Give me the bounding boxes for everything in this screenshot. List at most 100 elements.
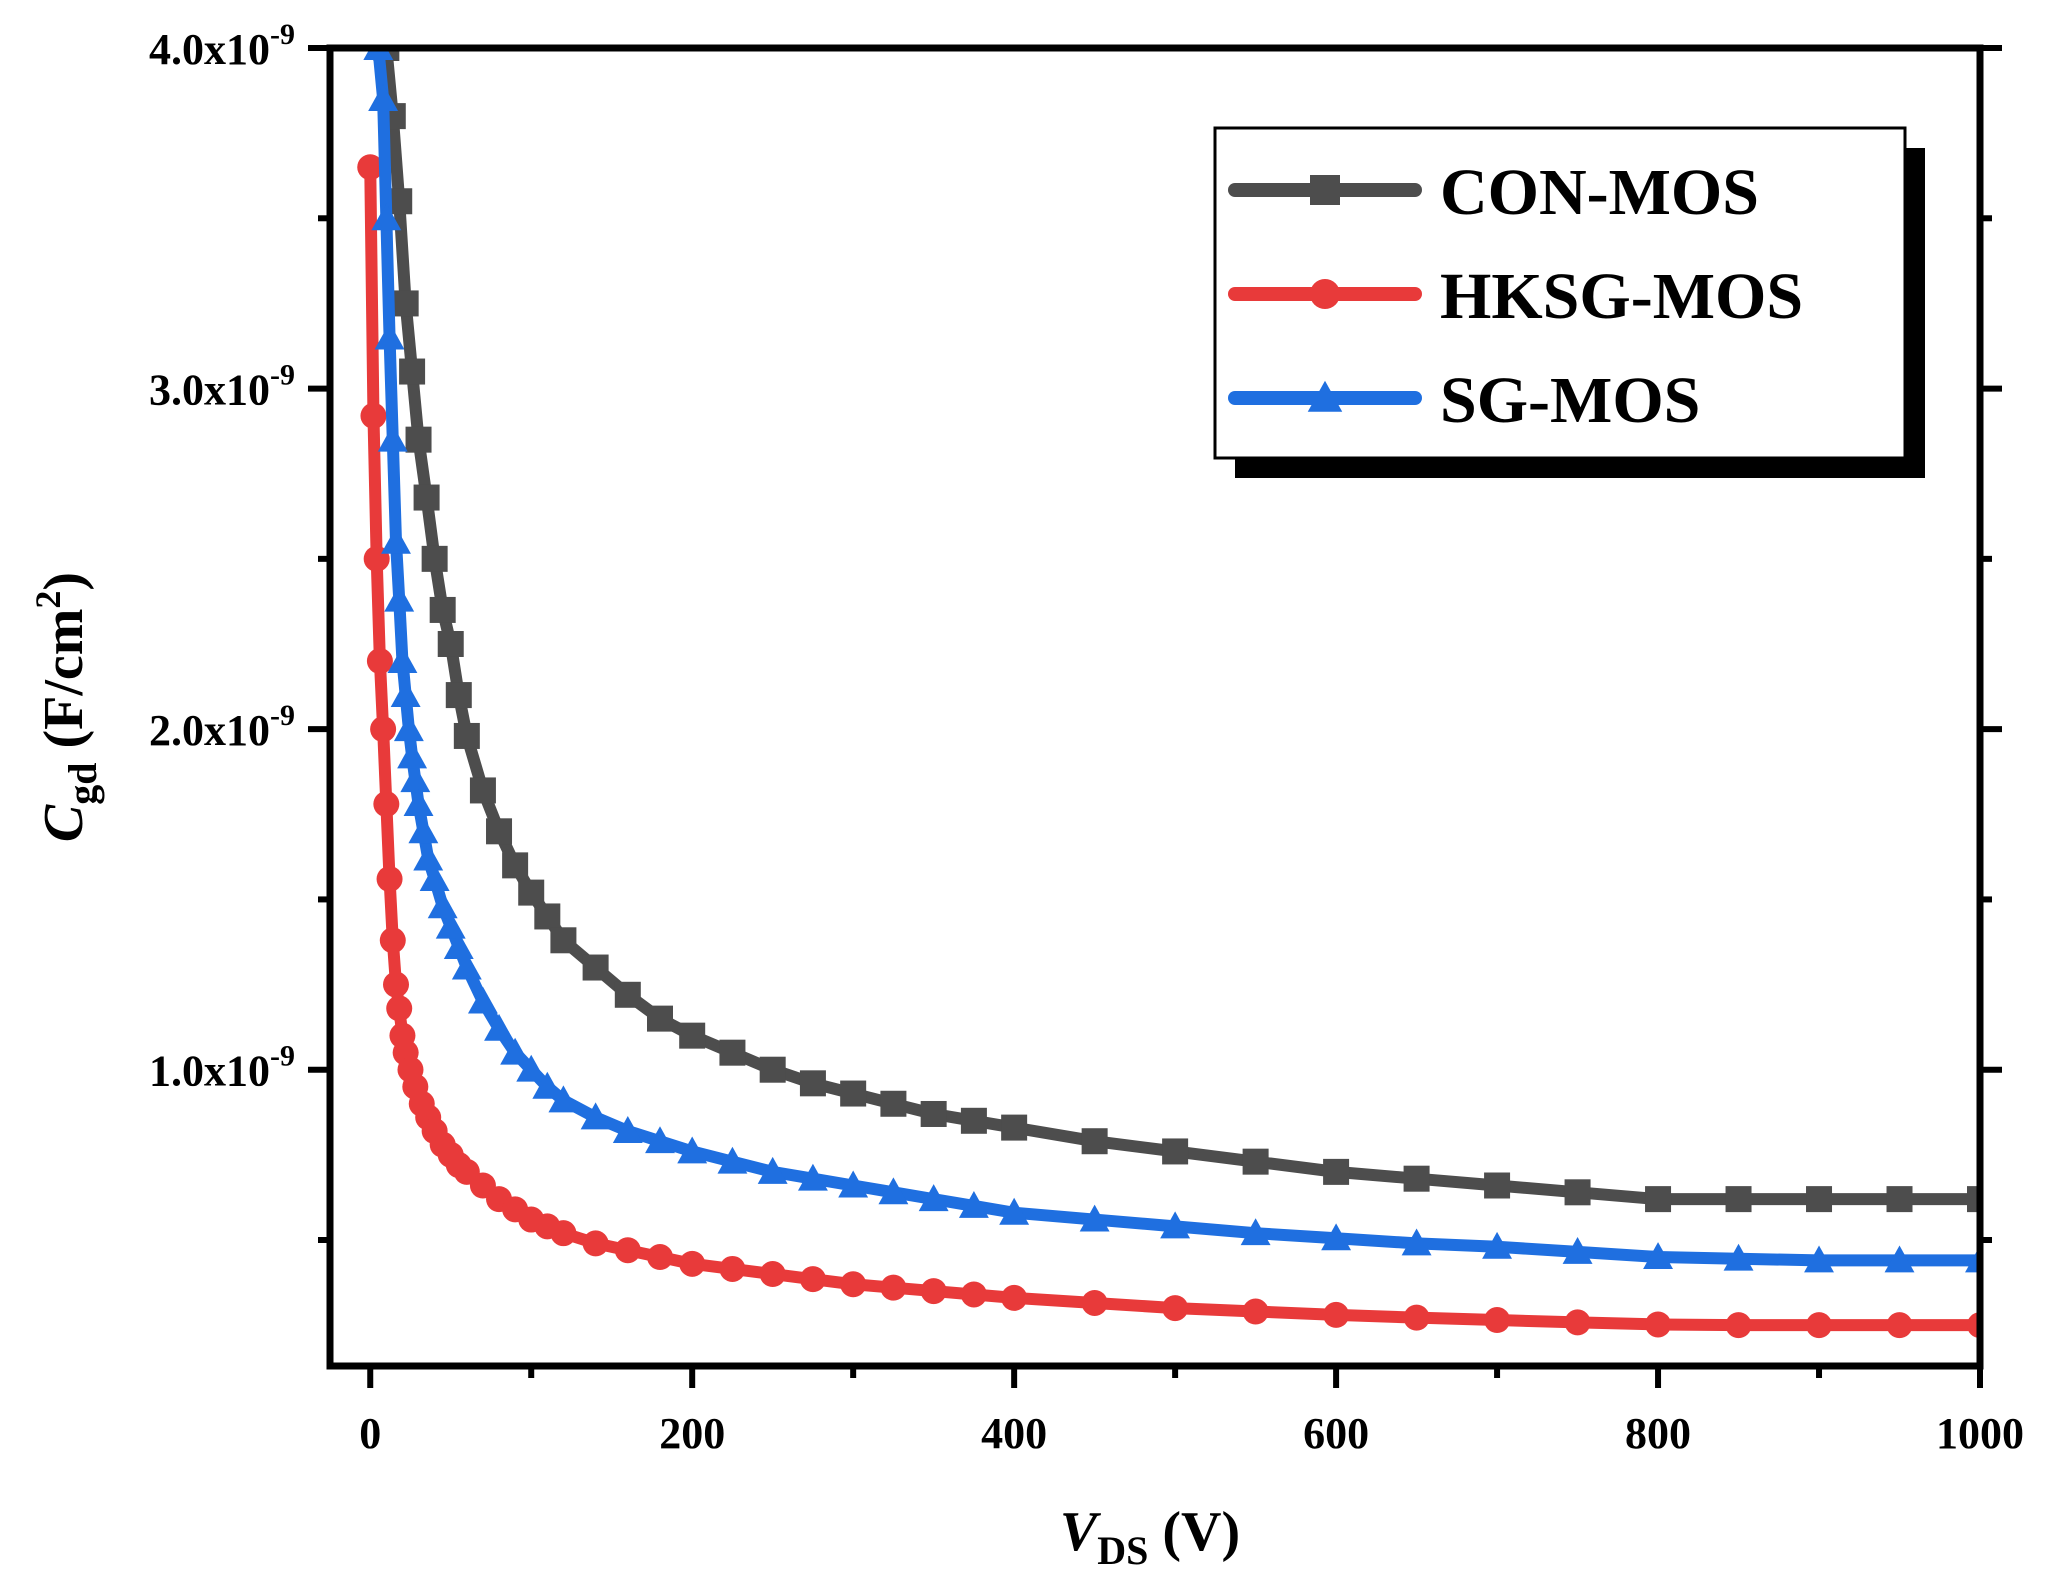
data-point	[677, 1136, 708, 1164]
x-tick-label: 400	[981, 1409, 1047, 1458]
data-point	[920, 1100, 947, 1127]
data-point	[880, 1274, 907, 1301]
data-point	[386, 995, 413, 1022]
data-point	[381, 526, 411, 554]
data-point	[502, 852, 529, 879]
data-point	[390, 680, 421, 708]
data-point	[612, 1116, 643, 1143]
legend-marker	[1307, 380, 1343, 412]
data-point	[405, 426, 432, 453]
data-point	[408, 816, 439, 844]
data-point	[518, 879, 545, 906]
data-point	[719, 1039, 746, 1066]
data-point	[580, 1102, 611, 1130]
data-point	[1564, 1179, 1591, 1206]
x-axis-title: VDS (V)	[1060, 1501, 1240, 1573]
data-point	[1482, 1231, 1513, 1259]
data-point	[1484, 1307, 1511, 1334]
data-point	[419, 864, 450, 891]
data-point	[1081, 1289, 1108, 1316]
data-point	[451, 952, 482, 980]
plot-frame	[326, 44, 1984, 1370]
data-point	[371, 203, 402, 231]
data-point	[393, 714, 424, 742]
legend-item-hksg-mos: HKSG-MOS	[1228, 260, 1803, 333]
data-point	[1081, 1128, 1108, 1155]
data-point	[443, 932, 474, 960]
legend-label: HKSG-MOS	[1440, 260, 1803, 333]
data-point	[373, 791, 400, 818]
data-point	[1001, 1114, 1028, 1141]
data-point	[1643, 1242, 1673, 1269]
data-point	[1564, 1309, 1591, 1336]
y-axis-title: Cgd (F/cm2)	[28, 572, 105, 842]
data-point	[1160, 1211, 1191, 1239]
data-point	[719, 1255, 746, 1282]
data-point	[647, 1244, 673, 1271]
data-point	[397, 741, 428, 769]
data-point	[360, 402, 387, 429]
legend-marker	[1310, 175, 1340, 205]
data-point	[379, 927, 406, 954]
x-tick-label: 200	[659, 1409, 725, 1458]
data-point	[918, 1184, 949, 1212]
data-point	[645, 1126, 675, 1154]
data-point	[357, 154, 384, 181]
data-point	[1725, 1312, 1752, 1339]
data-point	[445, 682, 472, 709]
data-point	[799, 1266, 826, 1293]
data-point	[1806, 1186, 1833, 1213]
data-point	[400, 765, 431, 793]
data-point	[759, 1056, 786, 1083]
legend: CON-MOS HKSG-MOS SG-MOS	[1213, 126, 1925, 478]
data-point	[392, 290, 419, 317]
data-point	[387, 646, 418, 673]
data-point	[840, 1271, 867, 1298]
data-point	[403, 789, 434, 817]
data-point	[717, 1146, 748, 1174]
legend-label: CON-MOS	[1440, 156, 1759, 229]
data-point	[1403, 1165, 1430, 1192]
data-point	[548, 1085, 579, 1113]
data-point	[550, 1220, 577, 1247]
data-point	[534, 903, 561, 930]
data-point	[958, 1190, 989, 1218]
data-point	[413, 484, 440, 511]
data-point	[1562, 1236, 1593, 1264]
series-sg-mos	[363, 48, 1980, 1273]
y-tick-label: 3.0x10-9	[149, 359, 295, 415]
data-point	[1884, 1245, 1915, 1273]
data-point	[486, 818, 513, 845]
series-hksg-mos	[357, 154, 1980, 1339]
data-point	[500, 1037, 531, 1065]
data-point	[838, 1170, 869, 1198]
data-point	[759, 1261, 786, 1288]
data-point	[1001, 1284, 1028, 1311]
data-point	[679, 1022, 706, 1049]
data-point	[435, 911, 466, 939]
y-tick-label: 2.0x10-9	[149, 699, 295, 755]
data-point	[1242, 1148, 1269, 1175]
data-point	[679, 1250, 706, 1277]
data-point	[377, 424, 408, 452]
data-point	[797, 1163, 828, 1191]
data-point	[516, 1054, 547, 1082]
data-point	[1403, 1304, 1430, 1331]
data-point	[1240, 1218, 1271, 1246]
data-point	[1645, 1186, 1672, 1213]
legend-label: SG-MOS	[1440, 364, 1700, 437]
data-point	[376, 865, 403, 892]
data-point	[614, 1237, 641, 1264]
x-tick-label: 0	[359, 1409, 381, 1458]
data-point	[880, 1090, 907, 1117]
legend-marker	[1310, 279, 1340, 309]
data-point	[484, 1013, 514, 1041]
y-tick-label: 4.0x10-9	[149, 18, 295, 74]
data-point	[920, 1278, 947, 1305]
data-point	[469, 777, 496, 804]
data-point	[467, 986, 498, 1014]
data-point	[429, 596, 456, 623]
data-point	[1886, 1186, 1913, 1213]
data-point	[1484, 1172, 1511, 1199]
